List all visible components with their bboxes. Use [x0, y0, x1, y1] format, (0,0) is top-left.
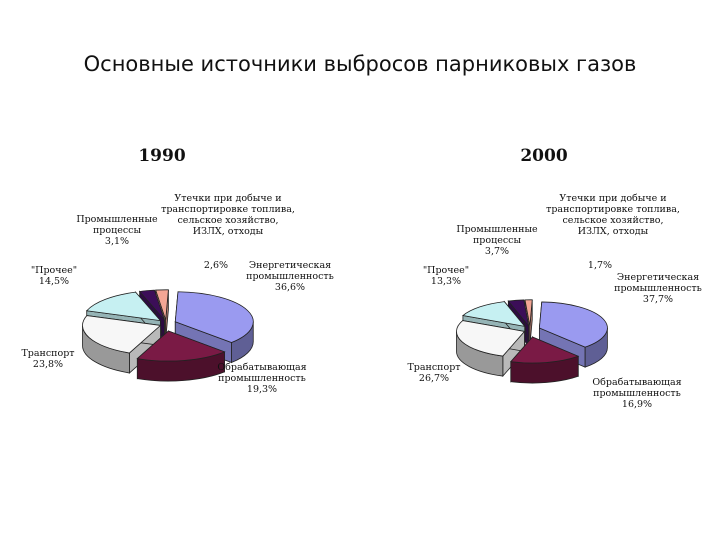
- svg-text:Промышленные: Промышленные: [456, 224, 538, 235]
- svg-text:Энергетическая: Энергетическая: [249, 260, 331, 271]
- svg-text:промышленность: промышленность: [218, 373, 306, 384]
- svg-text:процессы: процессы: [93, 225, 142, 236]
- data-label: 19,3%: [247, 384, 277, 395]
- svg-text:транспортировке топлива,: транспортировке топлива,: [161, 204, 295, 215]
- svg-text:Обрабатывающая: Обрабатывающая: [217, 362, 306, 373]
- data-label: 2,6%: [204, 260, 228, 271]
- svg-text:"Прочее": "Прочее": [31, 265, 77, 276]
- svg-text:транспортировке топлива,: транспортировке топлива,: [546, 204, 680, 215]
- svg-text:Утечки при добыче и: Утечки при добыче и: [559, 193, 666, 204]
- svg-text:ИЗЛХ, отходы: ИЗЛХ, отходы: [193, 226, 264, 237]
- slice-label: "Прочее"14,5%: [31, 265, 77, 287]
- svg-text:Транспорт: Транспорт: [407, 362, 460, 373]
- data-label: 14,5%: [39, 276, 69, 287]
- data-label: 36,6%: [275, 282, 305, 293]
- chart-title: 2000: [520, 146, 567, 166]
- pie-slice: [82, 315, 162, 374]
- svg-text:Транспорт: Транспорт: [21, 348, 74, 359]
- svg-text:Утечки при добыче и: Утечки при добыче и: [174, 193, 281, 204]
- svg-text:сельское хозяйство,: сельское хозяйство,: [177, 215, 278, 226]
- pie-slice: [456, 320, 526, 378]
- pie-slice: [136, 330, 226, 382]
- data-label: 16,9%: [622, 399, 652, 410]
- svg-text:процессы: процессы: [473, 235, 522, 246]
- svg-text:"Прочее": "Прочее": [423, 265, 469, 276]
- data-label: 3,7%: [485, 246, 509, 257]
- data-label: 13,3%: [431, 276, 461, 287]
- chart-title: 1990: [138, 146, 185, 166]
- svg-text:Энергетическая: Энергетическая: [617, 272, 699, 283]
- data-label: 26,7%: [419, 373, 449, 384]
- svg-text:промышленность: промышленность: [246, 271, 334, 282]
- data-label: 1,7%: [588, 260, 612, 271]
- svg-text:Промышленные: Промышленные: [76, 214, 158, 225]
- svg-text:ИЗЛХ, отходы: ИЗЛХ, отходы: [578, 226, 649, 237]
- svg-text:промышленность: промышленность: [614, 283, 702, 294]
- pie-slice: [510, 335, 580, 384]
- svg-text:Обрабатывающая: Обрабатывающая: [592, 377, 681, 388]
- svg-text:сельское хозяйство,: сельское хозяйство,: [562, 215, 663, 226]
- slice-label: "Прочее"13,3%: [423, 265, 469, 287]
- data-label: 3,1%: [105, 236, 129, 247]
- pie-chart-2000: 2000Энергетическаяпромышленность37,7%Обр…: [407, 146, 701, 410]
- svg-text:промышленность: промышленность: [593, 388, 681, 399]
- slide-title: Основные источники выбросов парниковых г…: [83, 52, 637, 76]
- pie-chart-1990: 1990Энергетическаяпромышленность36,6%Обр…: [21, 146, 333, 395]
- data-label: 37,7%: [643, 294, 673, 305]
- data-label: 23,8%: [33, 359, 63, 370]
